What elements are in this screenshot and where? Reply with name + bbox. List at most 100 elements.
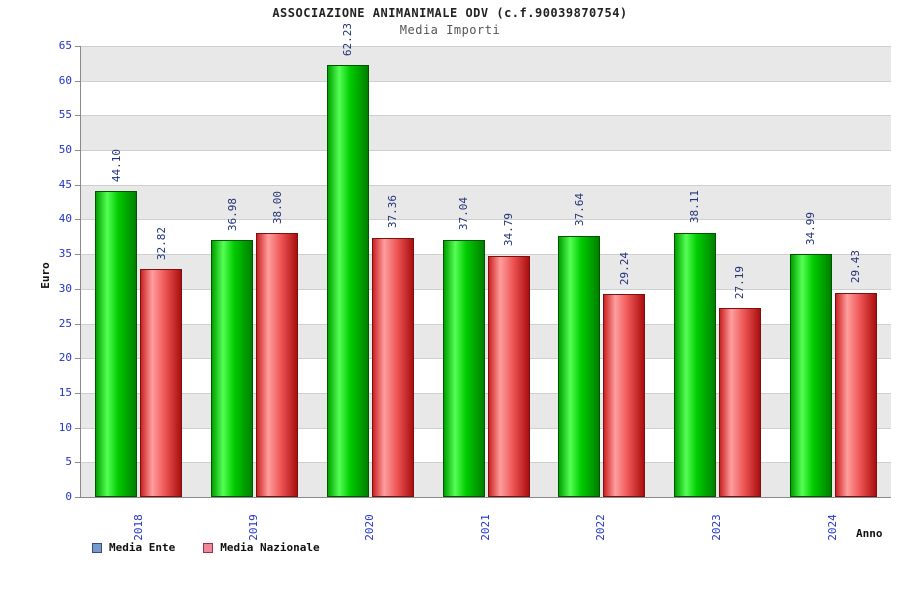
legend-item-media-nazionale: Media Nazionale (203, 541, 320, 554)
bar-value-label-wrap: 62.23 (341, 15, 355, 63)
bar-value-label: 44.10 (109, 148, 123, 182)
gridline (81, 462, 891, 464)
x-axis-title: Anno (856, 527, 883, 540)
y-tick-mark (75, 392, 80, 394)
plot-band (81, 219, 891, 255)
plot-band (81, 462, 891, 497)
bar-media-nazionale-2018 (140, 269, 183, 497)
x-tick-label-wrap: 2024 (824, 504, 840, 550)
y-tick-label: 35 (58, 247, 72, 261)
plot-band (81, 254, 891, 289)
y-tick-label: 40 (58, 212, 72, 226)
bar-value-label-wrap: 38.11 (688, 183, 702, 231)
bar-value-label-wrap: 44.10 (109, 141, 123, 189)
legend-marker-media-nazionale (203, 542, 214, 553)
bar-media-nazionale-2023 (718, 308, 761, 497)
y-tick-mark (75, 184, 80, 186)
plot-band (81, 427, 891, 463)
gridline (81, 323, 891, 325)
bar-media-ente-2019 (211, 240, 254, 497)
y-tick-mark (75, 427, 80, 429)
bar-value-label: 29.43 (849, 250, 863, 284)
y-tick-mark (75, 219, 80, 221)
x-tick-label: 2024 (825, 513, 839, 541)
y-tick-mark (75, 46, 80, 47)
gridline (81, 392, 891, 394)
gridline (81, 288, 891, 290)
gridline (81, 184, 891, 186)
bar-value-label: 37.64 (572, 193, 586, 227)
y-tick-mark (75, 254, 80, 256)
bar-media-ente-2023 (673, 232, 716, 497)
plot-band (81, 358, 891, 393)
y-tick-label: 30 (58, 281, 72, 295)
legend-label-media-ente: Media Ente (109, 541, 176, 554)
bar-media-ente-2022 (558, 235, 601, 497)
y-tick-label: 65 (58, 39, 72, 52)
bar-value-label: 27.19 (733, 265, 747, 299)
x-tick-label: 2020 (362, 513, 376, 541)
y-tick-label: 60 (58, 73, 72, 87)
y-tick-label: 10 (58, 420, 72, 434)
bar-media-nazionale-2024 (834, 292, 877, 497)
bar-value-label: 36.98 (225, 197, 239, 231)
bar-media-ente-2020 (326, 65, 369, 497)
x-tick-label: 2021 (478, 513, 492, 541)
bar-value-label-wrap: 29.43 (849, 243, 863, 291)
bar-value-label-wrap: 37.36 (386, 188, 400, 236)
chart-subtitle: Media Importi (399, 23, 501, 37)
plot-band (81, 115, 891, 151)
bar-value-label-wrap: 37.64 (572, 186, 586, 234)
gridline (81, 80, 891, 82)
x-tick-label-wrap: 2020 (361, 504, 377, 550)
bar-media-nazionale-2022 (603, 294, 646, 497)
gridline (81, 219, 891, 221)
bar-value-label: 37.04 (457, 197, 470, 231)
y-tick-label: 5 (65, 455, 72, 469)
plot-band (81, 80, 891, 116)
bar-value-label: 38.11 (688, 190, 702, 224)
bar-value-label: 34.79 (502, 213, 515, 247)
bar-value-label: 38.00 (270, 190, 284, 224)
bar-media-ente-2018 (95, 191, 138, 497)
gridline (81, 358, 891, 360)
bar-value-label: 29.24 (617, 251, 631, 285)
x-tick-label-wrap: 2023 (708, 504, 724, 550)
y-tick-label: 20 (58, 351, 72, 365)
bar-value-label: 37.36 (386, 195, 400, 229)
bar-value-label: 34.99 (804, 211, 818, 245)
bar-value-label-wrap: 36.98 (225, 190, 239, 238)
bar-value-label-wrap: 38.00 (270, 183, 284, 231)
x-tick-label-wrap: 2022 (593, 504, 609, 550)
y-tick-label: 15 (58, 385, 72, 399)
x-tick-label: 2019 (247, 513, 261, 541)
y-tick-label: 0 (65, 490, 72, 503)
plot-band (81, 46, 891, 81)
bar-value-label-wrap: 34.79 (502, 206, 516, 254)
bar-media-ente-2021 (442, 239, 485, 497)
legend-marker-media-ente (92, 542, 102, 553)
y-tick-mark (75, 288, 80, 290)
y-tick-mark (75, 462, 80, 464)
bar-value-label-wrap: 37.04 (457, 190, 471, 238)
legend: Media Ente Media Nazionale (92, 541, 320, 554)
chart-title: ASSOCIAZIONE ANIMANIMALE ODV (c.f.900398… (272, 6, 628, 20)
bar-value-label-wrap: 29.24 (617, 244, 631, 292)
x-tick-label: 2018 (131, 513, 145, 541)
bar-media-nazionale-2021 (487, 255, 530, 497)
y-tick-mark (75, 323, 80, 325)
bar-value-label-wrap: 34.99 (804, 204, 818, 252)
y-tick-mark (75, 150, 80, 152)
y-tick-mark (75, 115, 80, 117)
legend-item-media-ente: Media Ente (92, 541, 175, 554)
y-tick-mark (75, 497, 80, 498)
gridline (81, 46, 891, 47)
y-tick-mark (75, 80, 80, 82)
plot-band (81, 288, 891, 324)
y-tick-label: 50 (58, 143, 72, 157)
bar-value-label-wrap: 32.82 (154, 219, 168, 267)
legend-label-media-nazionale: Media Nazionale (220, 541, 320, 554)
plot-band (81, 150, 891, 185)
gridline (81, 150, 891, 152)
